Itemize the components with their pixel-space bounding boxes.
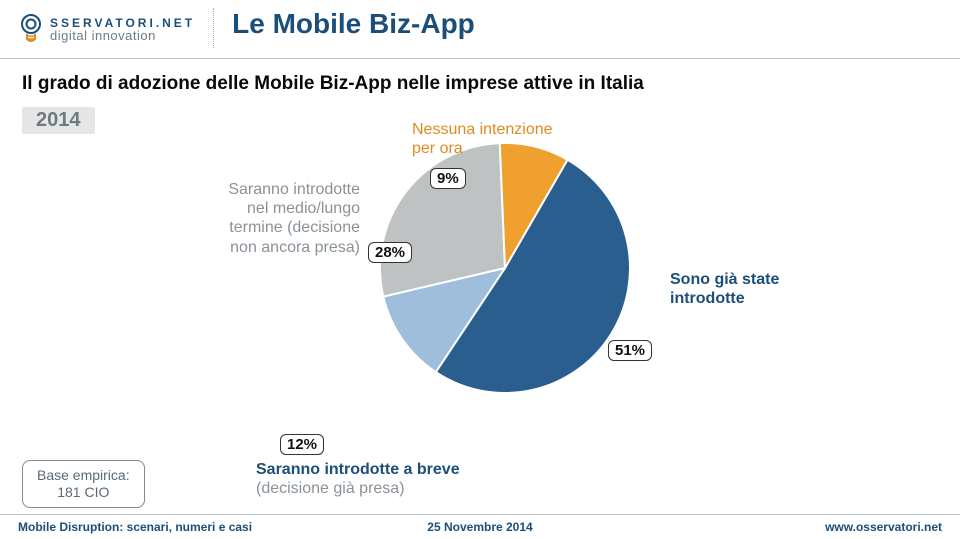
callout-line: nel medio/lungo: [190, 199, 360, 218]
base-line2: 181 CIO: [37, 484, 130, 501]
page-title: Le Mobile Biz-App: [232, 8, 475, 40]
pie-chart: [375, 138, 635, 398]
subtitle: Il grado di adozione delle Mobile Biz-Ap…: [0, 59, 960, 99]
callout-line: Sono già state: [670, 270, 779, 289]
callout-line: Nessuna intenzione: [412, 120, 553, 139]
logo-text: SSERVATORI.NET digital innovation: [50, 17, 195, 42]
logo-bulb-icon: [18, 12, 44, 46]
pie-chart-area: Nessuna intenzione per ora 9% Saranno in…: [50, 120, 910, 450]
header: SSERVATORI.NET digital innovation Le Mob…: [0, 0, 960, 59]
pct-no-intention: 9%: [430, 168, 466, 189]
pct-medium-long: 28%: [368, 242, 412, 263]
callout-short-term: Saranno introdotte a breve (decisione gi…: [256, 460, 460, 498]
footer-left: Mobile Disruption: scenari, numeri e cas…: [18, 520, 252, 534]
footer: Mobile Disruption: scenari, numeri e cas…: [0, 514, 960, 539]
pct-short-term: 12%: [280, 434, 324, 455]
footer-right: www.osservatori.net: [825, 520, 942, 534]
base-empirica-box: Base empirica: 181 CIO: [22, 460, 145, 508]
callout-line: (decisione già presa): [256, 479, 460, 498]
callout-line: non ancora presa): [190, 238, 360, 257]
callout-line: introdotte: [670, 289, 779, 308]
vertical-divider: [213, 8, 214, 48]
pct-already: 51%: [608, 340, 652, 361]
base-line1: Base empirica:: [37, 467, 130, 484]
callout-line: termine (decisione: [190, 218, 360, 237]
callout-line: per ora: [412, 139, 553, 158]
callout-line: Saranno introdotte a breve: [256, 460, 460, 479]
callout-medium-long: Saranno introdotte nel medio/lungo termi…: [190, 180, 360, 257]
logo: SSERVATORI.NET digital innovation: [18, 10, 195, 46]
logo-line1: SSERVATORI.NET: [50, 17, 195, 29]
callout-already: Sono già state introdotte: [670, 270, 779, 308]
footer-center: 25 Novembre 2014: [427, 520, 532, 534]
callout-no-intention: Nessuna intenzione per ora: [412, 120, 553, 158]
logo-line2: digital innovation: [50, 29, 195, 42]
callout-line: Saranno introdotte: [190, 180, 360, 199]
